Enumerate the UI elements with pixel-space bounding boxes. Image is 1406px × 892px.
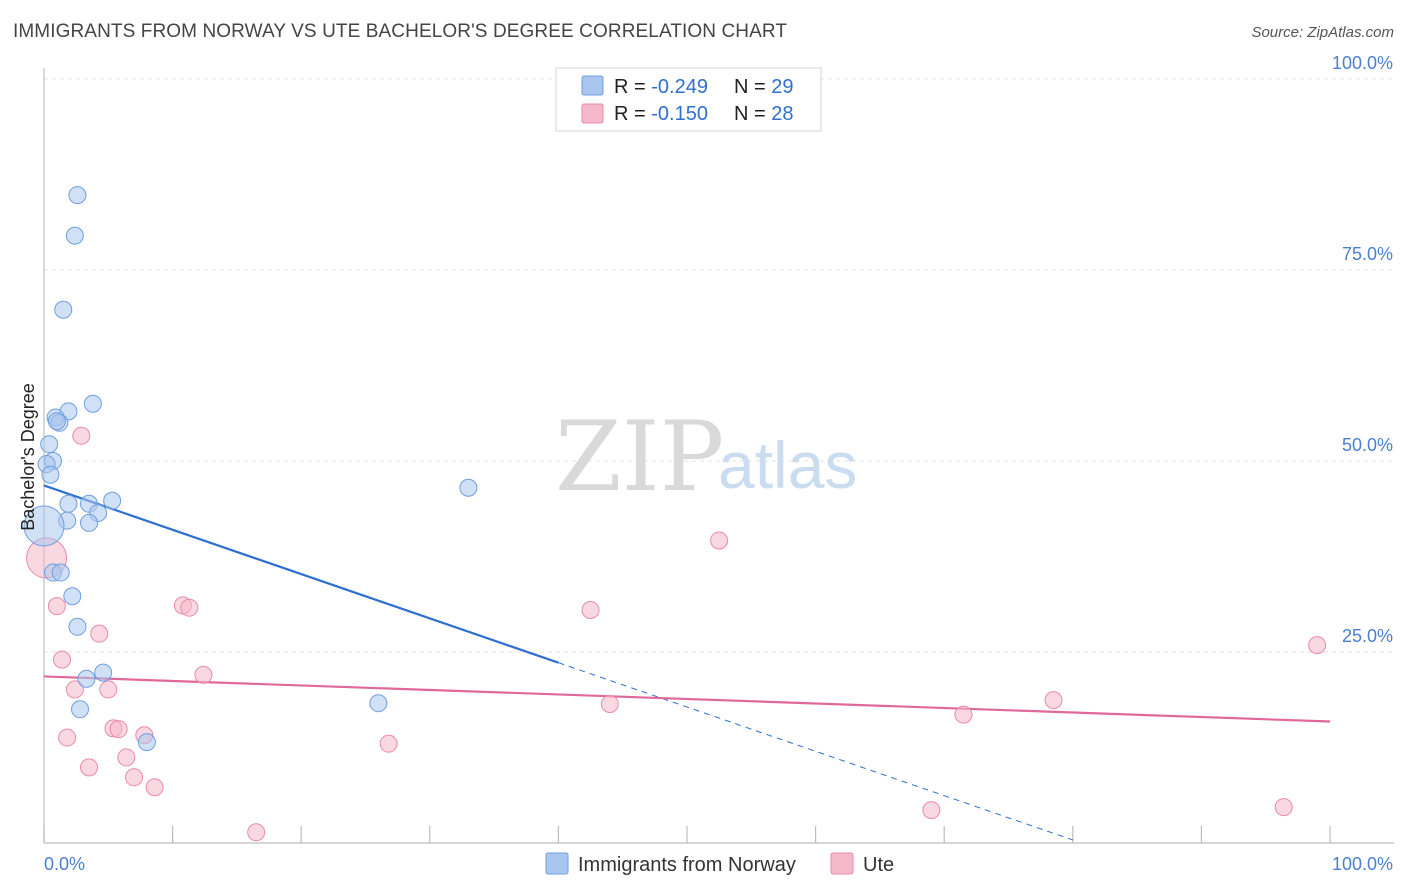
data-point-norway (23, 505, 65, 547)
data-point-ute (600, 694, 619, 713)
data-points (23, 186, 1327, 842)
data-point-norway (59, 494, 78, 513)
x-tick-label: 0.0% (44, 854, 85, 874)
stats-n-value: 29 (771, 76, 793, 98)
grid-lines (44, 78, 1394, 653)
watermark: ZIP atlas (555, 401, 857, 513)
stats-swatch-ute (581, 103, 604, 124)
stats-row-norway: R = -0.249 (614, 76, 708, 98)
legend-label-ute: Ute (863, 854, 894, 876)
data-point-norway (80, 513, 99, 532)
data-point-norway (68, 186, 87, 205)
watermark-zip: ZIP (555, 401, 724, 513)
data-point-ute (72, 426, 91, 445)
data-point-ute (1044, 691, 1063, 710)
data-point-ute (117, 748, 136, 767)
data-point-ute (581, 600, 600, 619)
data-point-norway (83, 394, 102, 413)
stats-r-label: R = (614, 103, 651, 125)
legend-swatch-ute (830, 852, 854, 875)
trend-line (43, 484, 559, 664)
data-point-norway (103, 491, 122, 510)
x-tick-labels: 0.0% 100.0% (44, 854, 1393, 874)
stats-swatch-norway (581, 75, 604, 96)
trend-line (43, 675, 1331, 723)
stats-n-ute: N = 28 (734, 103, 794, 125)
data-point-ute (922, 801, 941, 820)
stats-row-ute: R = -0.150 (614, 103, 708, 125)
stats-r-label: R = (614, 76, 651, 98)
data-point-ute (710, 531, 729, 550)
data-point-ute (145, 778, 164, 797)
source-credit: Source: ZipAtlas.com (1251, 24, 1394, 41)
watermark-atlas: atlas (718, 428, 857, 502)
data-point-ute (65, 680, 84, 699)
data-point-norway (41, 465, 60, 484)
stats-n-norway: N = 29 (734, 76, 794, 98)
trend-line-extension (558, 662, 1073, 841)
legend-swatch-norway (545, 852, 569, 875)
data-point-ute (58, 728, 77, 747)
data-point-norway (94, 663, 113, 682)
data-point-norway (71, 700, 90, 719)
legend-label-norway: Immigrants from Norway (578, 854, 796, 876)
data-point-ute (47, 597, 66, 616)
data-point-norway (65, 226, 84, 245)
y-tick-label: 100.0% (1332, 53, 1393, 73)
trend-lines (43, 484, 1331, 841)
data-point-norway (68, 617, 87, 636)
data-point-norway (77, 669, 96, 688)
y-tick-labels: 100.0% 75.0% 50.0% 25.0% (1332, 53, 1393, 646)
data-point-ute (1274, 798, 1293, 817)
chart-title: IMMIGRANTS FROM NORWAY VS UTE BACHELOR'S… (13, 21, 788, 42)
data-point-norway (369, 694, 388, 713)
stats-legend: R = -0.249 N = 29 R = -0.150 N = 28 (555, 67, 822, 132)
data-point-ute (99, 680, 118, 699)
data-point-ute (53, 650, 72, 669)
stats-r-value: -0.150 (651, 103, 708, 125)
stats-n-label: N = (734, 76, 771, 98)
data-point-ute (180, 598, 199, 617)
data-point-ute (194, 665, 213, 684)
data-point-norway (51, 563, 70, 582)
stats-n-label: N = (734, 103, 771, 125)
stats-r-value: -0.249 (651, 76, 708, 98)
data-point-norway (47, 412, 66, 431)
data-point-norway (137, 733, 156, 752)
data-point-norway (54, 300, 73, 319)
y-tick-label: 75.0% (1342, 244, 1393, 264)
data-point-ute (109, 720, 128, 739)
stats-n-value: 28 (771, 103, 793, 125)
data-point-ute (80, 758, 99, 777)
data-point-ute (954, 705, 973, 724)
series-legend: Immigrants from Norway Ute (545, 852, 894, 876)
data-point-ute (1308, 636, 1327, 655)
y-tick-label: 50.0% (1342, 435, 1393, 455)
x-tick-label: 100.0% (1332, 854, 1393, 874)
data-point-ute (125, 768, 144, 787)
data-point-ute (247, 823, 266, 842)
y-tick-label: 25.0% (1342, 626, 1393, 646)
y-axis-title: Bachelor's Degree (18, 383, 38, 531)
data-point-ute (379, 734, 398, 753)
data-point-ute (90, 624, 109, 643)
data-point-norway (459, 478, 478, 497)
data-point-norway (40, 435, 59, 454)
data-point-norway (63, 587, 82, 606)
